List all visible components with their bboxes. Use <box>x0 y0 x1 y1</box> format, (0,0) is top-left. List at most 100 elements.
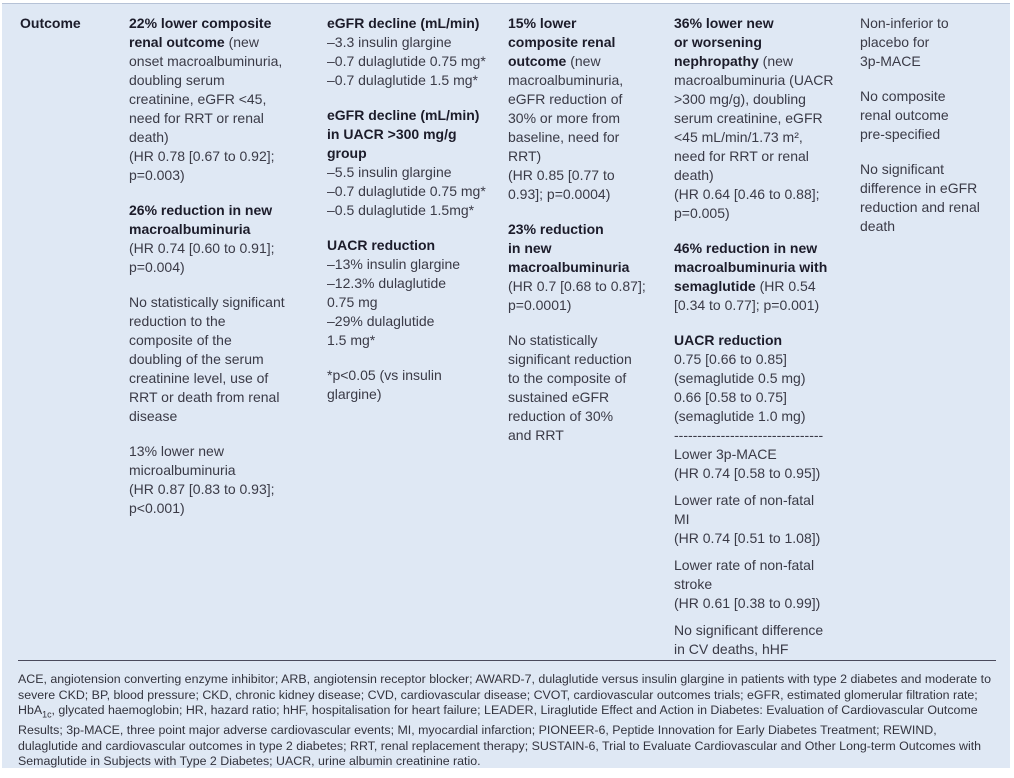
text-segment: baseline, need for <box>508 129 620 145</box>
text-segment: 26% reduction in new <box>129 202 273 218</box>
text-segment: nephropathy <box>674 53 759 69</box>
text-segment: doubling of the serum <box>129 351 264 367</box>
text-segment: (new <box>224 34 259 50</box>
text-segment: in new <box>508 240 552 256</box>
text-segment: 15% lower <box>508 15 577 31</box>
text-segment: p=0.004) <box>129 259 185 275</box>
text-segment: glargine) <box>327 386 382 402</box>
text-segment: 3p-MACE <box>860 53 921 69</box>
paragraph: 36% lower new or worsening nephropathy (ne… <box>674 14 869 223</box>
text-segment: p=0.0001) <box>508 297 572 313</box>
text-segment: No significant <box>860 161 945 177</box>
text-segment: death) <box>129 129 169 145</box>
text-segment: doubling serum <box>129 72 225 88</box>
text-segment: –29% dulaglutide <box>327 313 435 329</box>
text-segment: in UACR >300 mg/g <box>327 126 457 142</box>
text-segment: (HR 0.54 <box>755 278 816 294</box>
text-segment: pre-specified <box>860 126 941 142</box>
text-segment: 46% reduction in new <box>674 240 818 256</box>
text-segment: 13% lower new <box>129 443 224 459</box>
text-segment: (HR 0.64 [0.46 to 0.88]; <box>674 186 820 202</box>
text-segment: 0.75 mg <box>327 294 378 310</box>
paragraph: 22% lower composite renal outcome (new ons… <box>129 14 319 185</box>
text-segment: microalbuminuria <box>129 462 236 478</box>
text-segment: >300 mg/g), doubling <box>674 91 806 107</box>
outcome-column-2: eGFR decline (mL/min) –3.3 insulin glargi… <box>327 14 507 404</box>
paragraph: eGFR decline (mL/min) in UACR >300 mg/g gr… <box>327 106 507 220</box>
text-segment: eGFR reduction of <box>508 91 623 107</box>
text-segment: (HR 0.61 [0.38 to 0.99]) <box>674 595 821 611</box>
text-segment: Lower rate of non-fatal <box>674 557 815 573</box>
text-segment: –0.7 dulaglutide 0.75 mg* <box>327 53 486 69</box>
text-segment: macroalbuminuria with <box>674 259 828 275</box>
paragraph: Lower rate of non-fatal MI (HR 0.74 [0.51 … <box>674 491 869 548</box>
text-segment: creatinine level, use of <box>129 370 269 386</box>
text-segment: No significant difference <box>674 622 824 638</box>
text-segment: –12.3% dulaglutide <box>327 275 447 291</box>
text-segment: serum creatinine, eGFR <box>674 110 823 126</box>
outcome-column-5: Non-inferior to placebo for 3p-MACE No comp… <box>860 14 1005 236</box>
text-segment: reduction and renal <box>860 199 980 215</box>
text-segment: No statistically significant <box>129 294 285 310</box>
text-segment: sustained eGFR <box>508 389 610 405</box>
paragraph: eGFR decline (mL/min) –3.3 insulin glargi… <box>327 14 507 90</box>
text-segment: ACE, angiotension converting enzyme inhi… <box>18 672 991 718</box>
text-segment: (HR 0.74 [0.51 to 1.08]) <box>674 530 821 546</box>
text-segment: need for RRT or renal <box>129 110 264 126</box>
text-segment: 0.93]; p=0.0004) <box>508 186 611 202</box>
text-segment: macroalbuminuria (UACR <box>674 72 834 88</box>
text-segment: composite of the <box>129 332 232 348</box>
text-segment: eGFR decline (mL/min) <box>327 107 480 123</box>
text-segment: (HR 0.7 [0.68 to 0.87]; <box>508 278 646 294</box>
footnote-text: ACE, angiotension converting enzyme inhi… <box>18 672 996 770</box>
text-segment: (HR 0.87 [0.83 to 0.93]; <box>129 481 275 497</box>
text-segment: 36% lower new <box>674 15 774 31</box>
text-segment: Non-inferior to <box>860 15 949 31</box>
text-segment: 0.66 [0.58 to 0.75] <box>674 389 787 405</box>
text-segment: , glycated haemoglobin; HR, hazard ratio… <box>18 703 982 769</box>
paragraph: 13% lower new microalbuminuria (HR 0.87 [0… <box>129 442 319 518</box>
paragraph: 26% reduction in new macroalbuminuria (HR … <box>129 201 319 277</box>
paragraph: UACR reduction 0.75 [0.66 to 0.85] (semagl… <box>674 331 869 426</box>
text-segment: or worsening <box>674 34 762 50</box>
text-segment: 1c <box>42 709 52 720</box>
text-segment: group <box>327 145 367 161</box>
text-segment: RRT or death from renal <box>129 389 280 405</box>
outcome-column-3: 15% lower composite renal outcome (new macr… <box>508 14 658 445</box>
text-segment: significant reduction <box>508 351 632 367</box>
paragraph: No composite renal outcome pre-specified <box>860 87 1005 144</box>
text-segment: –5.5 insulin glargine <box>327 164 452 180</box>
text-segment: (HR 0.78 [0.67 to 0.92]; <box>129 148 275 164</box>
text-segment: –0.5 dulaglutide 1.5mg* <box>327 202 475 218</box>
paragraph: 23% reduction in new macroalbuminuria (HR 0… <box>508 220 658 315</box>
text-segment: [0.34 to 0.77]; p=0.001) <box>674 297 820 313</box>
text-segment: (new <box>566 53 601 69</box>
text-segment: 22% lower composite <box>129 15 272 31</box>
text-segment: 23% reduction <box>508 221 604 237</box>
text-segment: (HR 0.85 [0.77 to <box>508 167 615 183</box>
paragraph: Outcome <box>20 14 120 33</box>
paragraph: 46% reduction in new macroalbuminuria wit… <box>674 239 869 315</box>
footnote-divider: ACE, angiotension converting enzyme inhi… <box>18 660 996 770</box>
paragraph: *p<0.05 (vs insulin glargine) <box>327 366 507 404</box>
text-segment: (HR 0.74 [0.60 to 0.91]; <box>129 240 275 256</box>
paragraph: No significant difference in eGFR reductio… <box>860 160 1005 236</box>
text-segment: –13% insulin glargine <box>327 256 461 272</box>
outcome-column-4: 36% lower new or worsening nephropathy (ne… <box>674 14 869 659</box>
text-segment: 30% or more from <box>508 110 621 126</box>
outcome-row: Outcome 22% lower composite renal outcome… <box>2 4 1010 660</box>
text-segment: (HR 0.74 [0.58 to 0.95]) <box>674 465 821 481</box>
text-segment: (semaglutide 0.5 mg) <box>674 370 806 386</box>
text-segment: death) <box>674 167 714 183</box>
text-segment: –0.7 dulaglutide 1.5 mg* <box>327 72 478 88</box>
paragraph: No statistically significant reduction to … <box>508 331 658 445</box>
text-segment: No composite <box>860 88 946 104</box>
text-segment: (new <box>758 53 794 69</box>
text-segment: macroalbuminuria <box>508 259 630 275</box>
paragraph: Non-inferior to placebo for 3p-MACE <box>860 14 1005 71</box>
text-segment: to the composite of <box>508 370 627 386</box>
text-segment: need for RRT or renal <box>674 148 809 164</box>
text-segment: –3.3 insulin glargine <box>327 34 452 50</box>
text-segment: eGFR decline (mL/min) <box>327 15 480 31</box>
paragraph: UACR reduction –13% insulin glargine –12.3… <box>327 236 507 350</box>
